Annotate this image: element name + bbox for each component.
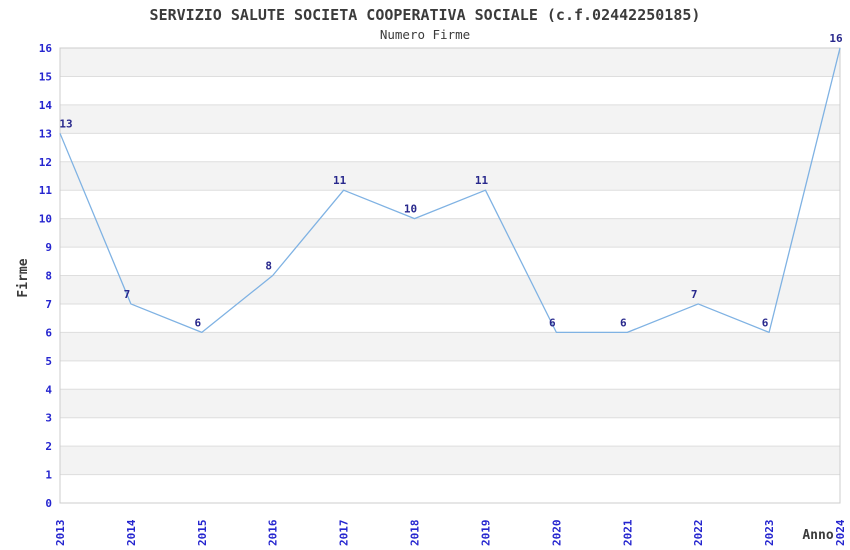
y-tick-label: 5 [45,355,52,368]
y-tick-label: 7 [45,298,52,311]
x-tick-label: 2023 [763,520,776,547]
point-label: 7 [124,288,131,301]
y-tick-label: 1 [45,469,52,482]
x-tick-label: 2021 [621,519,634,546]
y-tick-label: 16 [39,42,53,55]
y-tick-label: 13 [39,127,52,140]
point-label: 8 [265,260,272,273]
x-tick-label: 2016 [267,519,280,546]
chart-subtitle: Numero Firme [379,27,471,42]
x-tick-label: 2018 [409,520,422,547]
x-tick-label: 2014 [125,519,138,546]
x-axis-label: Anno [802,528,833,543]
y-tick-label: 2 [45,440,52,453]
plot-band [60,218,840,248]
y-tick-label: 15 [39,70,52,83]
point-label: 11 [333,174,347,187]
series-line [59,47,841,334]
y-tick-label: 4 [45,383,52,396]
y-tick-label: 8 [45,270,52,283]
y-tick-label: 10 [39,213,52,226]
x-tick-label: 2017 [338,520,351,547]
x-tick-label: 2019 [479,520,492,547]
plot-band [60,389,840,418]
plot-band [60,446,840,475]
point-label: 10 [404,203,417,216]
point-label: 6 [762,316,769,329]
y-tick-label: 3 [45,412,52,425]
plot-band [60,332,840,361]
x-tick-label: 2024 [834,519,847,546]
x-tick-label: 2013 [54,520,67,547]
plot-border [59,47,841,504]
plot-band [60,275,840,304]
y-tick-label: 11 [39,184,53,197]
x-tick-label: 2020 [550,520,563,547]
plot-band [60,161,840,191]
y-tick-label: 14 [39,99,53,112]
point-label: 13 [59,117,72,130]
plot-band [60,48,840,77]
plot-band [60,104,840,134]
x-tick-label: 2015 [196,520,209,547]
y-tick-label: 9 [45,241,52,254]
point-label: 11 [475,174,489,187]
point-label: 16 [829,32,843,45]
point-label: 6 [620,316,627,329]
x-tick-label: 2022 [692,520,705,547]
chart-title: SERVIZIO SALUTE SOCIETA COOPERATIVA SOCI… [149,6,701,24]
point-label: 7 [691,288,698,301]
point-label: 6 [549,316,556,329]
y-axis-label: Firme [16,258,31,297]
point-label: 6 [195,316,202,329]
y-tick-label: 12 [39,156,52,169]
y-tick-label: 6 [45,326,52,339]
y-tick-label: 0 [45,497,52,510]
